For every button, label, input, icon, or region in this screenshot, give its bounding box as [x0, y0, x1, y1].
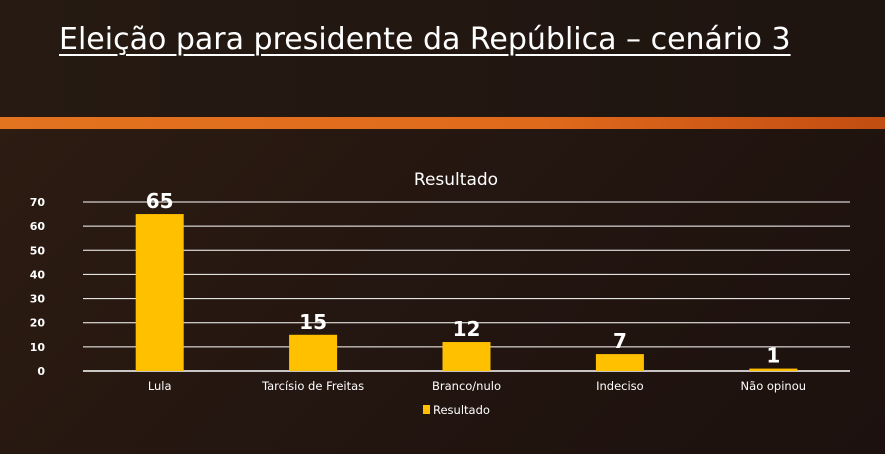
data-label: 1 [766, 344, 780, 368]
chart-title: Resultado [414, 170, 498, 190]
bar [595, 354, 644, 371]
y-tick-label: 0 [37, 365, 45, 378]
data-label: 15 [299, 310, 327, 334]
x-tick-label: Tarcísio de Freitas [261, 379, 364, 393]
x-tick-label: Não opinou [741, 379, 807, 393]
data-label: 65 [146, 189, 174, 213]
y-tick-label: 10 [30, 341, 46, 354]
x-tick-label: Branco/nulo [432, 379, 501, 393]
y-tick-label: 20 [30, 317, 46, 330]
data-label: 12 [453, 317, 481, 341]
y-tick-label: 40 [30, 268, 46, 281]
legend-label: Resultado [433, 403, 490, 417]
x-tick-label: Lula [148, 379, 172, 393]
bar [135, 214, 184, 371]
bar [442, 342, 491, 371]
data-label: 7 [613, 329, 627, 353]
y-tick-label: 70 [30, 196, 46, 209]
title-area [0, 0, 885, 117]
y-tick-label: 50 [30, 244, 46, 257]
bar [749, 368, 798, 371]
slide-title: Eleição para presidente da República – c… [59, 22, 791, 57]
y-tick-label: 30 [30, 293, 46, 306]
legend-swatch [423, 405, 430, 414]
bar [289, 334, 338, 371]
x-tick-label: Indeciso [596, 379, 644, 393]
y-tick-label: 60 [30, 220, 46, 233]
accent-band [0, 117, 885, 129]
